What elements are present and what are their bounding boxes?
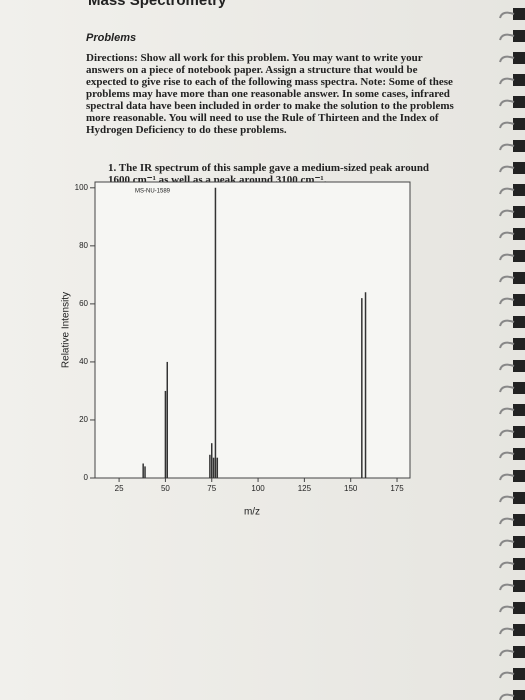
binding-hole [513,338,525,350]
binding-ring [499,561,515,569]
binding-ring [499,341,515,349]
binding-hole [513,250,525,262]
x-tick-label: 50 [161,484,170,493]
binding-ring [499,55,515,63]
binding-hole [513,580,525,592]
binding-ring [499,583,515,591]
binding-ring [499,539,515,547]
binding-ring [499,671,515,679]
binding-ring [499,451,515,459]
binding-hole [513,470,525,482]
y-tick-label: 60 [79,299,88,308]
binding-ring [499,231,515,239]
binding-hole [513,360,525,372]
directions: Directions: Show all work for this probl… [86,52,454,136]
x-tick-label: 75 [207,484,216,493]
binding-ring [499,297,515,305]
heading: Problems [86,32,137,44]
y-tick-label: 40 [79,357,88,366]
binding-hole [513,140,525,152]
binding-ring [499,627,515,635]
binding-hole [513,448,525,460]
binding-hole [513,514,525,526]
binding-hole [513,74,525,86]
binding-hole [513,624,525,636]
binding-hole [513,646,525,658]
y-axis-label: Relative Intensity [61,292,72,368]
binding-ring [499,517,515,525]
binding-hole [513,492,525,504]
binding-hole [513,30,525,42]
binding-ring [499,11,515,19]
x-tick-label: 100 [251,484,265,493]
binding-hole [513,316,525,328]
binding-ring [499,187,515,195]
binding-hole [513,96,525,108]
binding-ring [499,363,515,371]
y-tick-label: 80 [79,241,88,250]
binding-hole [513,206,525,218]
binding-hole [513,426,525,438]
y-tick-label: 0 [84,473,89,482]
binding-ring [499,209,515,217]
binding-ring [499,121,515,129]
binding-hole [513,272,525,284]
binding-hole [513,668,525,680]
binding-ring [499,385,515,393]
binding-hole [513,382,525,394]
spiral-binding [499,8,525,700]
x-tick-label: 150 [344,484,358,493]
binding-hole [513,162,525,174]
binding-hole [513,8,525,20]
binding-ring [499,253,515,261]
binding-ring [499,275,515,283]
binding-ring [499,605,515,613]
binding-ring [499,33,515,41]
binding-ring [499,429,515,437]
binding-ring [499,77,515,85]
binding-ring [499,649,515,657]
binding-ring [499,99,515,107]
binding-hole [513,536,525,548]
binding-hole [513,228,525,240]
x-tick-label: 125 [298,484,312,493]
binding-ring [499,143,515,151]
binding-ring [499,693,515,700]
binding-ring [499,495,515,503]
binding-hole [513,404,525,416]
x-axis-label: m/z [244,507,260,518]
binding-ring [499,165,515,173]
title: Mass Spectrometry [88,0,227,9]
annotation: MS-NU-1589 [135,189,171,195]
binding-hole [513,558,525,570]
y-tick-label: 100 [75,183,89,192]
binding-hole [513,52,525,64]
binding-ring [499,407,515,415]
binding-hole [513,184,525,196]
binding-hole [513,294,525,306]
binding-ring [499,473,515,481]
x-tick-label: 25 [115,484,124,493]
binding-hole [513,690,525,700]
x-tick-label: 175 [390,484,404,493]
binding-hole [513,602,525,614]
binding-hole [513,118,525,130]
binding-ring [499,319,515,327]
y-tick-label: 20 [79,415,88,424]
plot-frame [94,181,411,479]
